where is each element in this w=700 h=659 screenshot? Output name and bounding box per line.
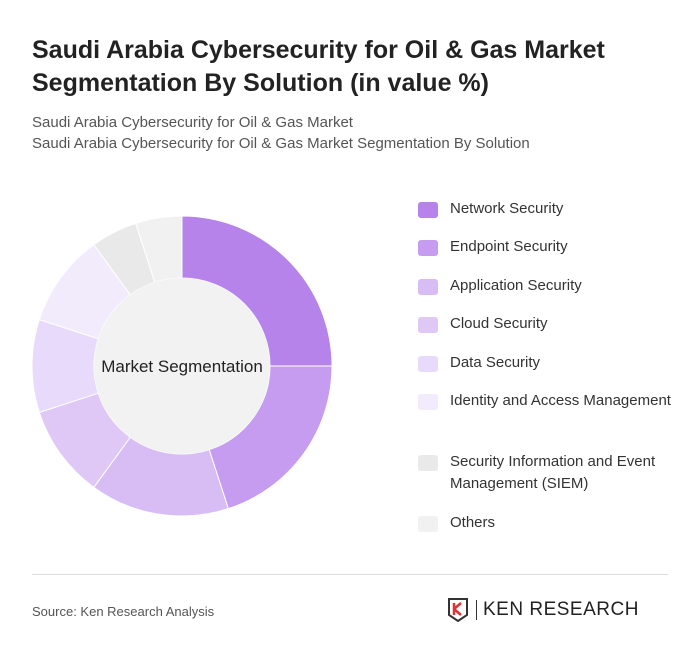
legend-item[interactable]: Others	[418, 512, 680, 534]
divider	[32, 574, 668, 575]
center-label: Market Segmentation	[101, 357, 263, 376]
legend-label: Cloud Security	[450, 315, 548, 332]
legend-item[interactable]: Network Security	[418, 198, 680, 220]
legend-item[interactable]: Application Security	[418, 275, 680, 297]
legend-item[interactable]: Data Security	[418, 352, 680, 374]
subtitle-segmentation: Saudi Arabia Cybersecurity for Oil & Gas…	[32, 135, 530, 152]
donut-chart: Market Segmentation	[31, 215, 333, 517]
legend-label: Application Security	[450, 277, 582, 294]
legend-swatch	[418, 202, 438, 218]
legend-label: Network Security	[450, 200, 564, 217]
legend-item[interactable]: Cloud Security	[418, 313, 680, 335]
donut-hole	[94, 278, 270, 454]
legend-swatch	[418, 279, 438, 295]
legend-label: Identity and Access Management	[450, 392, 671, 409]
legend-swatch	[418, 394, 438, 410]
legend-item[interactable]: Endpoint Security	[418, 236, 680, 258]
ken-research-logo: KEN RESEARCH	[448, 598, 639, 622]
legend-label: Others	[450, 514, 496, 531]
legend-item[interactable]: Security Information and Event Managemen…	[418, 451, 680, 495]
legend-label: Endpoint Security	[450, 238, 568, 255]
legend-label: Security Information and Event Managemen…	[450, 453, 656, 492]
logo-text: KEN RESEARCH	[476, 600, 639, 620]
ken-logo-icon	[448, 598, 468, 622]
subtitle-market: Saudi Arabia Cybersecurity for Oil & Gas…	[32, 114, 353, 131]
legend-swatch	[418, 317, 438, 333]
legend-swatch	[418, 455, 438, 471]
chart-title: Saudi Arabia Cybersecurity for Oil & Gas…	[32, 36, 605, 97]
legend-swatch	[418, 356, 438, 372]
legend-swatch	[418, 240, 438, 256]
legend-label: Data Security	[450, 354, 541, 371]
legend-item[interactable]: Identity and Access Management	[418, 390, 680, 412]
source-text: Source: Ken Research Analysis	[32, 604, 215, 619]
legend-swatch	[418, 516, 438, 532]
